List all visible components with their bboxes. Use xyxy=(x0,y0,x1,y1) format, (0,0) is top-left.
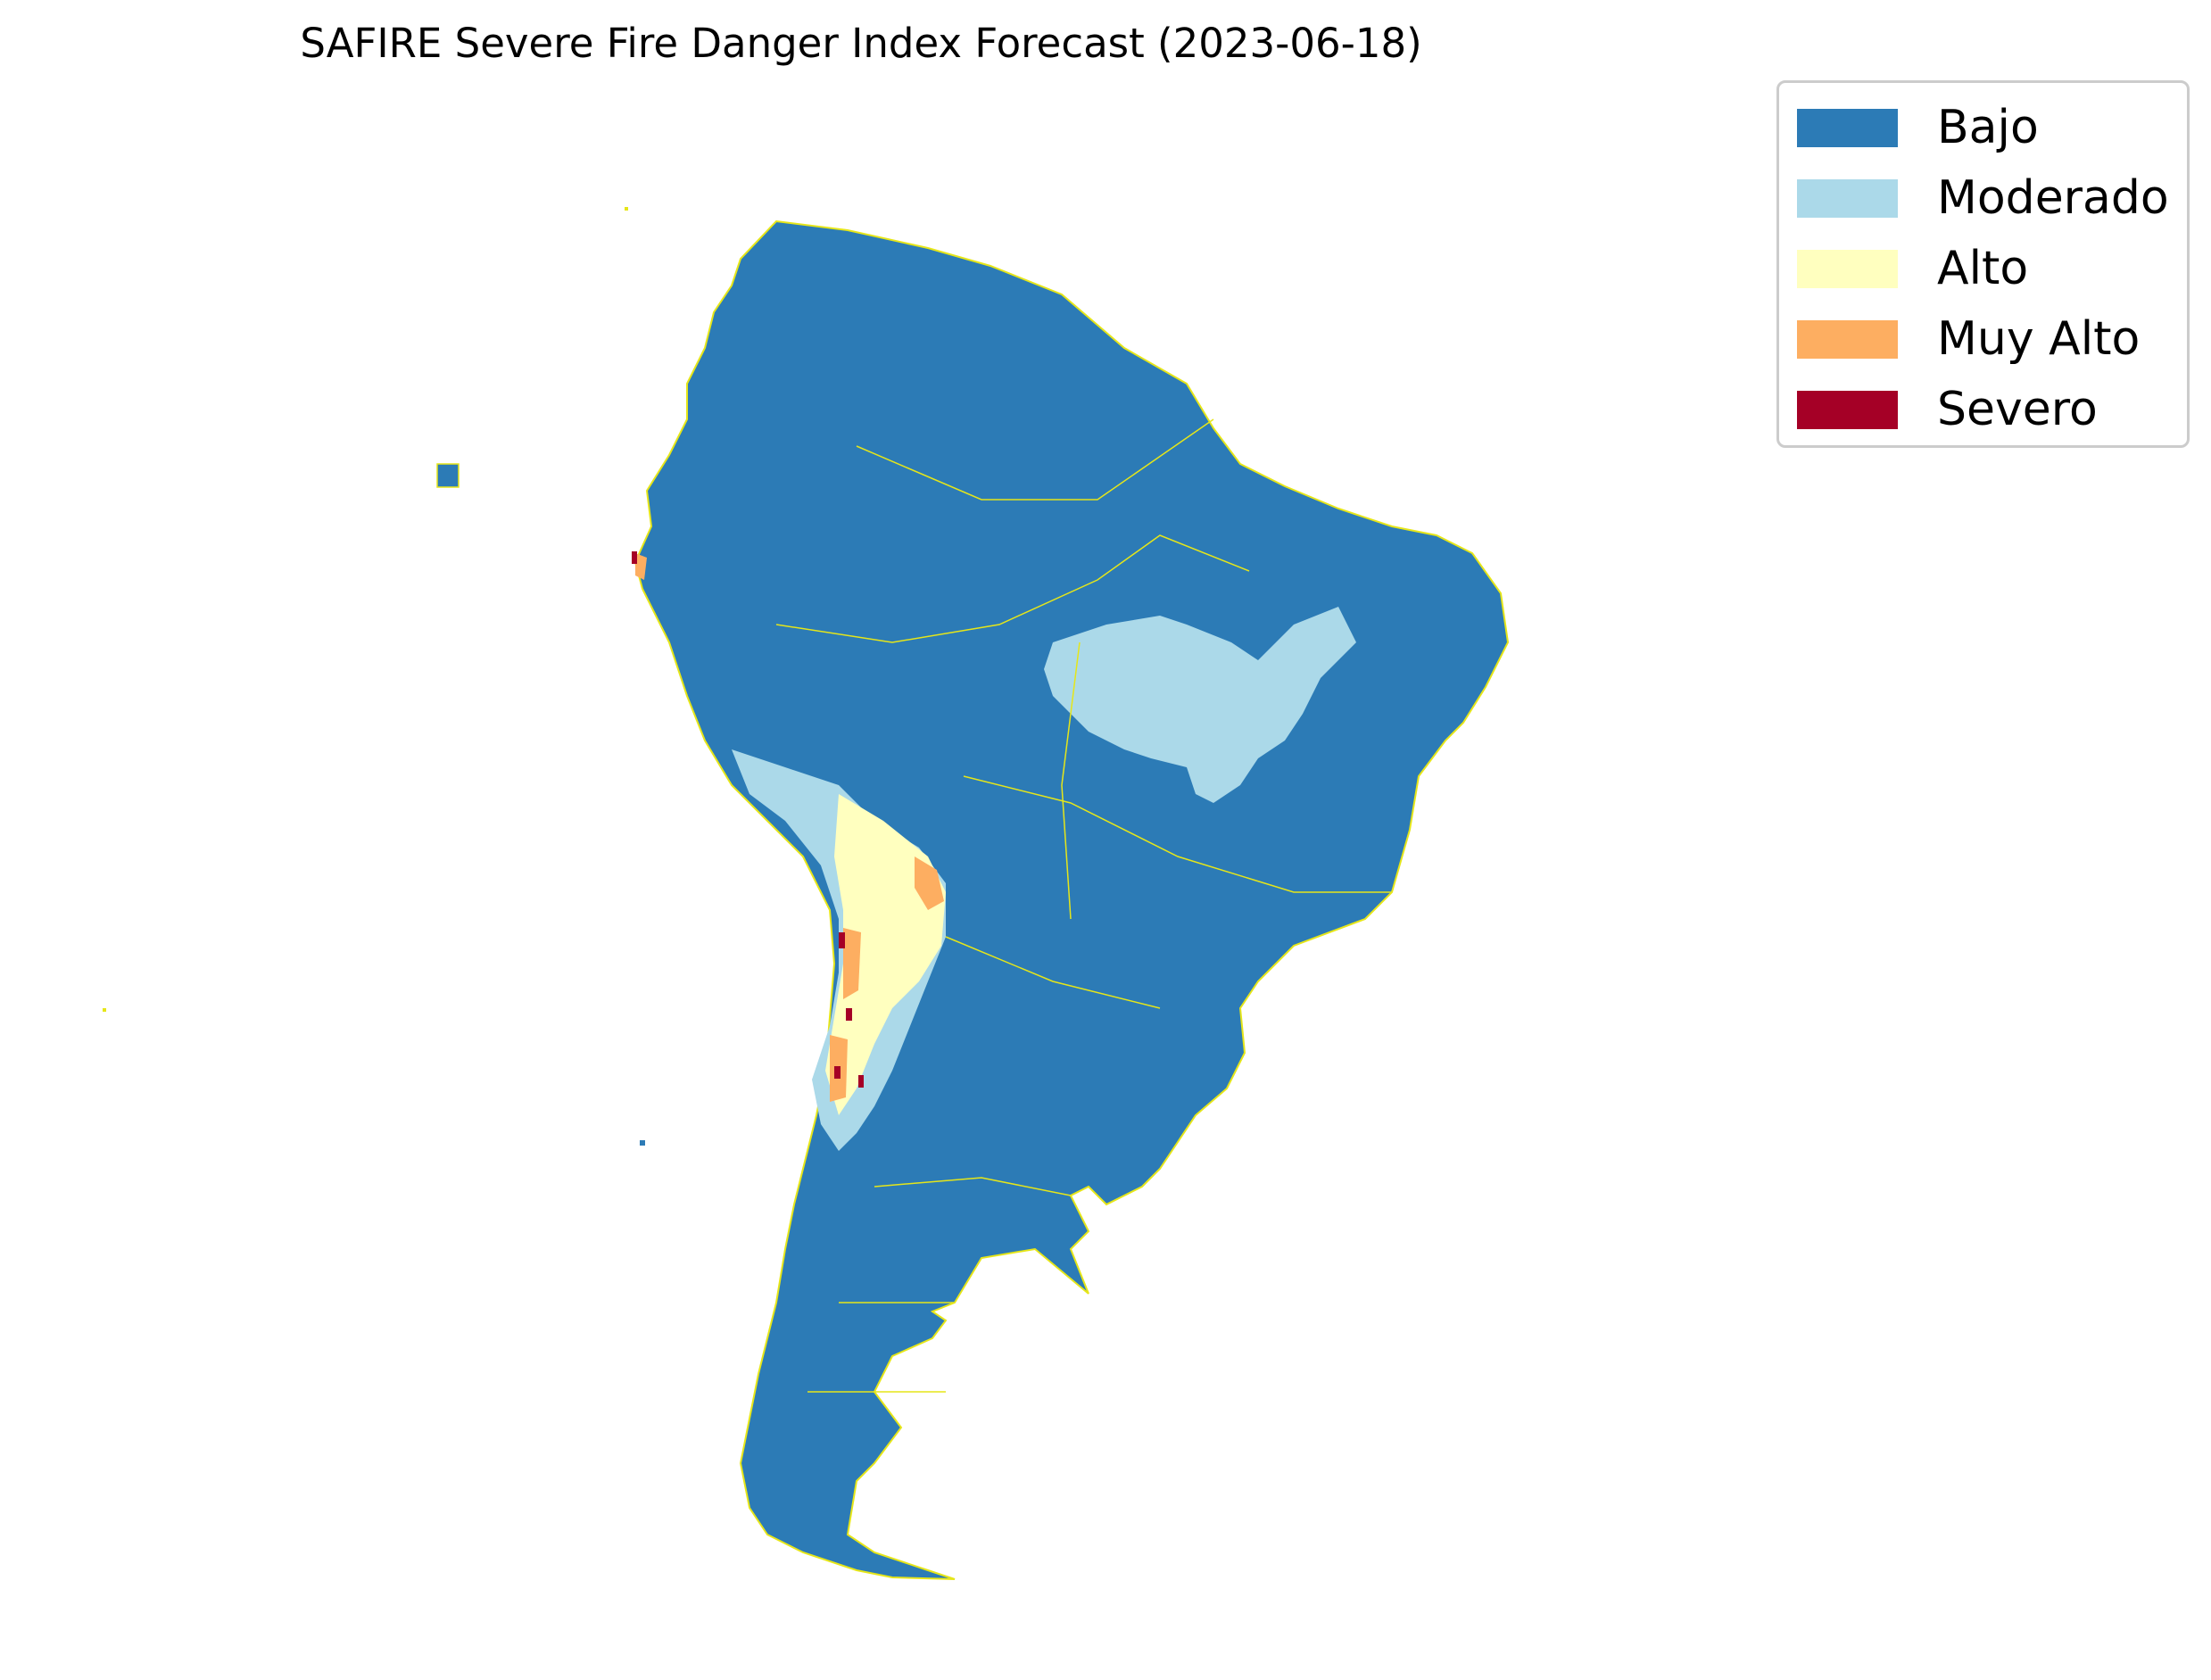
legend-label-severo: Severo xyxy=(1937,383,2098,436)
fire-danger-map xyxy=(103,207,1510,1580)
legend-swatch-moderado xyxy=(1797,178,1898,218)
boundary-lines xyxy=(775,418,1392,1393)
legend-item-alto: Alto xyxy=(1797,242,2028,295)
very-high-zone-4 xyxy=(635,553,647,580)
legend-label-moderado: Moderado xyxy=(1937,171,2169,225)
legend: Bajo Moderado Alto Muy Alto Severo xyxy=(1776,80,2190,448)
legend-swatch-alto xyxy=(1797,249,1898,288)
severe-patch-4 xyxy=(858,1075,864,1088)
island-galapagos xyxy=(436,463,460,488)
legend-label-muy-alto: Muy Alto xyxy=(1937,312,2141,366)
island-small-1 xyxy=(625,207,628,211)
severe-patch-2 xyxy=(846,1008,852,1021)
legend-swatch-bajo xyxy=(1797,108,1898,147)
legend-swatch-muy-alto xyxy=(1797,319,1898,359)
legend-swatch-severo xyxy=(1797,390,1898,429)
legend-item-bajo: Bajo xyxy=(1797,101,2039,154)
island-small-2 xyxy=(103,1008,106,1012)
island-juan-fernandez xyxy=(640,1140,645,1146)
legend-label-bajo: Bajo xyxy=(1937,101,2039,154)
legend-item-severo: Severo xyxy=(1797,383,2098,436)
legend-item-moderado: Moderado xyxy=(1797,171,2169,225)
severe-patch-3 xyxy=(834,1066,841,1079)
legend-label-alto: Alto xyxy=(1937,242,2029,295)
south-america-landmass xyxy=(633,219,1510,1580)
severe-patch-5 xyxy=(632,551,637,564)
moderate-zone-brazil xyxy=(1044,607,1356,803)
very-high-zone-1 xyxy=(915,857,944,910)
legend-item-muy-alto: Muy Alto xyxy=(1797,312,2140,366)
map-title: SAFIRE Severe Fire Danger Index Forecast… xyxy=(300,20,1422,67)
very-high-zone-2 xyxy=(843,928,861,999)
severe-patch-1 xyxy=(839,932,845,948)
